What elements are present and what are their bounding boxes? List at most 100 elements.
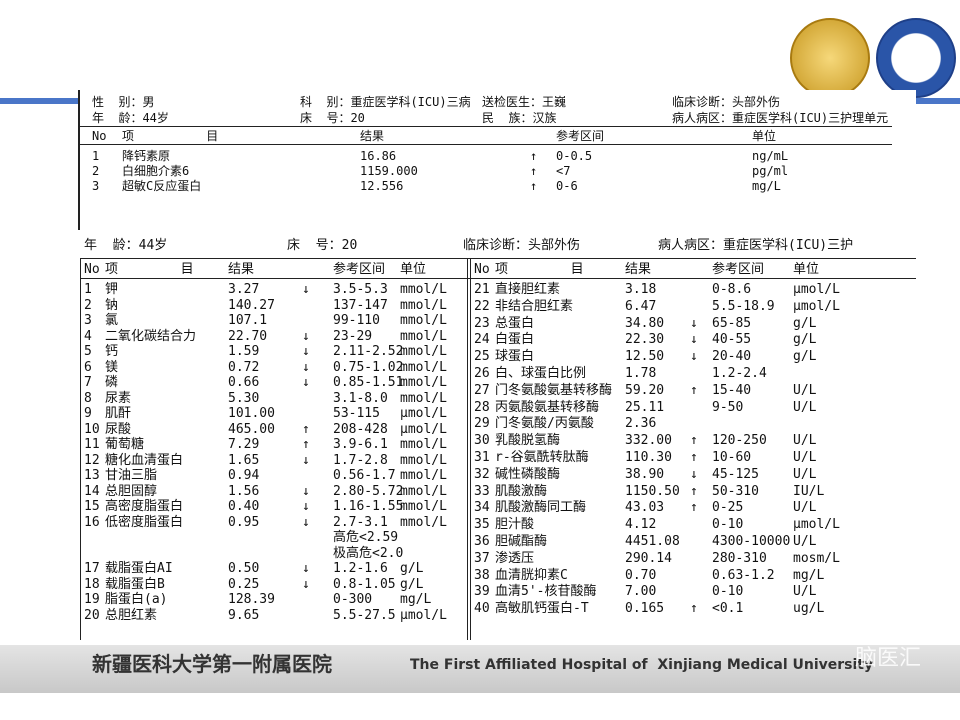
cell-flag: ↓ — [690, 349, 698, 365]
cell-range: 280-310 — [712, 550, 767, 566]
cell-item: 钾 — [105, 282, 119, 297]
cell-unit: mmol/L — [400, 375, 447, 390]
column-header: 项 目 — [105, 262, 194, 277]
cell-range: 5.5-27.5 — [333, 607, 396, 623]
cell-no: 16 — [84, 514, 100, 530]
cell-no: 25 — [474, 349, 490, 365]
cell-no: 4 — [84, 328, 92, 344]
cell-range: 3.5-5.3 — [333, 282, 388, 297]
column-header: 结果 — [625, 262, 652, 277]
field: 床 号：20 — [287, 238, 358, 253]
cell-range: 0-10 — [712, 517, 744, 533]
cell-item: 载脂蛋白B — [105, 576, 165, 592]
cell-range: 0-10 — [712, 584, 744, 600]
cell-range: 10-60 — [712, 450, 752, 465]
cell-range: 23-29 — [333, 328, 373, 344]
cell-unit: g/L — [793, 315, 817, 331]
cell-unit: mg/L — [400, 592, 432, 607]
cell-result: 7.00 — [625, 584, 657, 600]
report-bottom — [78, 234, 916, 646]
cell-result: 1150.50 — [625, 483, 680, 499]
cell-range: 5.5-18.9 — [712, 298, 775, 314]
cell-result: 9.65 — [228, 607, 260, 623]
cell-item: 降钙素原 — [122, 149, 171, 163]
cell-item: 胆汁酸 — [495, 517, 535, 533]
cell-unit: mmol/L — [400, 452, 447, 468]
cell-item: 超敏C反应蛋白 — [122, 179, 202, 193]
rule-line — [80, 278, 916, 279]
cell-range: 208-428 — [333, 421, 388, 437]
field: 病人病区：重症医学科(ICU)三护 — [658, 238, 854, 253]
cell-no: 23 — [474, 315, 490, 331]
cell-item: 葡萄糖 — [105, 437, 145, 452]
cell-no: 5 — [84, 344, 92, 359]
cell-result: 22.70 — [228, 328, 268, 344]
cell-range: 1.2-2.4 — [712, 366, 767, 381]
cell-item: 非结合胆红素 — [495, 298, 574, 314]
cell-no: 34 — [474, 500, 490, 516]
column-header: No — [84, 262, 100, 277]
cell-flag: ↑ — [690, 500, 698, 516]
cell-flag: ↑ — [690, 483, 698, 499]
cell-item: 钠 — [105, 297, 119, 313]
cell-no: 18 — [84, 576, 100, 592]
cell-range: <7 — [556, 164, 571, 178]
cell-unit: μmol/L — [400, 406, 447, 421]
cell-flag: ↓ — [302, 452, 310, 468]
cell-unit: pg/ml — [752, 164, 789, 178]
cell-item: 血清5'-核苷酸酶 — [495, 584, 597, 600]
cell-result: 0.25 — [228, 576, 260, 592]
cell-item: 乳酸脱氢酶 — [495, 433, 561, 449]
cell-flag: ↑ — [302, 421, 310, 437]
cell-item: 低密度脂蛋白 — [105, 514, 184, 530]
cell-unit: mmol/L — [400, 313, 447, 328]
cell-result: 34.80 — [625, 315, 665, 331]
cell-no: 35 — [474, 517, 490, 533]
cell-item: 高敏肌钙蛋白-T — [495, 601, 589, 617]
cell-flag: ↑ — [690, 601, 698, 617]
cell-flag: ↓ — [302, 576, 310, 592]
cell-no: 29 — [474, 416, 490, 432]
cell-range: 0-6 — [556, 179, 578, 193]
cell-flag: ↑ — [690, 450, 698, 465]
field: 床 号：20 — [300, 111, 365, 125]
cell-range: 0-8.6 — [712, 282, 752, 297]
rule-line — [80, 258, 81, 640]
cell-flag: ↓ — [302, 499, 310, 514]
cell-result: 0.40 — [228, 499, 260, 514]
cell-unit: mmol/L — [400, 282, 447, 297]
cell-range: 0-0.5 — [556, 149, 593, 163]
cell-range: 2.11-2.52 — [333, 344, 404, 359]
cell-item: 高密度脂蛋白 — [105, 499, 184, 514]
cell-range: 0-300 — [333, 592, 373, 607]
cell-item: 碱性磷酸酶 — [495, 466, 561, 482]
column-header: 参考区间 — [556, 129, 605, 143]
cell-unit: g/L — [793, 332, 817, 348]
cell-range: 50-310 — [712, 483, 759, 499]
cell-no: 40 — [474, 601, 490, 617]
cell-item: r-谷氨酰转肽酶 — [495, 450, 589, 465]
cell-item: 门冬氨酸/丙氨酸 — [495, 416, 594, 432]
cell-no: 36 — [474, 534, 490, 549]
cell-item: 白蛋白 — [495, 332, 535, 348]
cell-no: 39 — [474, 584, 490, 600]
cell-unit: ug/L — [793, 601, 825, 617]
field: 临床诊断：头部外伤 — [463, 238, 581, 253]
cell-unit: μmol/L — [400, 607, 447, 623]
cell-range: 1.7-2.8 — [333, 452, 388, 468]
column-header: 参考区间 — [333, 262, 386, 277]
cell-item: 直接胆红素 — [495, 282, 561, 297]
cell-result: 59.20 — [625, 382, 665, 398]
cell-no: 20 — [84, 607, 100, 623]
cell-unit: mg/L — [752, 179, 781, 193]
cell-item: 总蛋白 — [495, 315, 535, 331]
cell-item: 肌酐 — [105, 406, 132, 421]
cell-no: 12 — [84, 452, 100, 468]
cell-item: 氯 — [105, 313, 119, 328]
column-header: 参考区间 — [712, 262, 765, 277]
cell-no: 15 — [84, 499, 100, 514]
cell-no: 27 — [474, 382, 490, 398]
cell-unit: mmol/L — [400, 468, 447, 483]
cell-flag: ↓ — [690, 315, 698, 331]
